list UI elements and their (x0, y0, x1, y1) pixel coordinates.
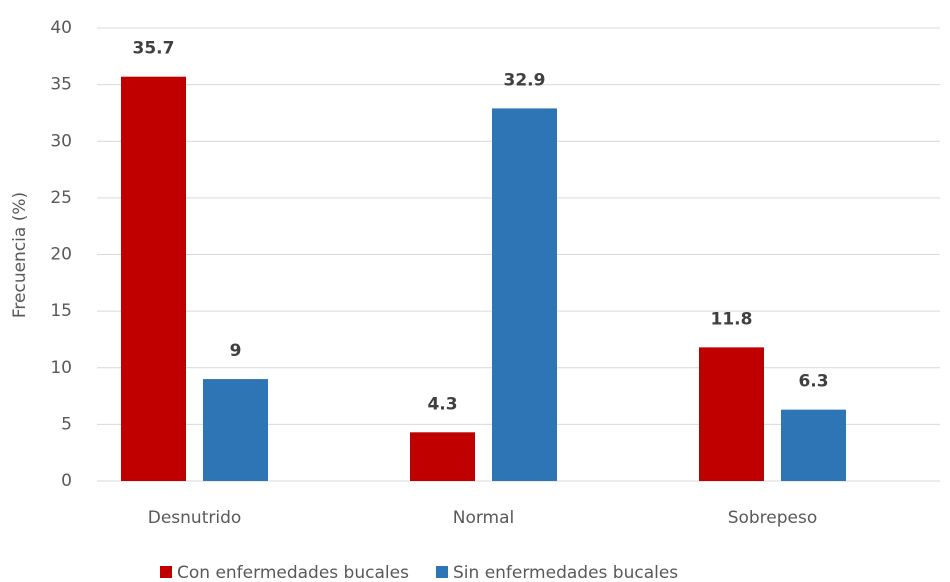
y-tick-label: 5 (61, 414, 72, 434)
legend-swatch (436, 566, 448, 578)
y-tick-label: 20 (50, 245, 72, 265)
bar (121, 76, 186, 481)
data-label: 4.3 (427, 394, 457, 414)
y-tick-label: 35 (50, 75, 72, 95)
data-label: 9 (230, 341, 242, 361)
bar (410, 432, 475, 481)
y-tick-label: 15 (50, 301, 72, 321)
y-tick-label: 0 (61, 471, 72, 491)
data-label: 35.7 (133, 39, 175, 59)
x-tick-label: Normal (453, 508, 515, 528)
data-label: 32.9 (504, 70, 546, 90)
y-tick-label: 10 (50, 358, 72, 378)
y-tick-label: 30 (50, 131, 72, 151)
bar (492, 108, 557, 481)
x-tick-label: Desnutrido (148, 508, 242, 528)
y-axis-title: Frecuencia (%) (10, 192, 30, 318)
bar (203, 379, 268, 481)
bar (781, 409, 846, 481)
legend-label: Sin enfermedades bucales (453, 563, 678, 582)
y-tick-label: 25 (50, 188, 72, 208)
legend-label: Con enfermedades bucales (177, 563, 409, 582)
bar (699, 347, 764, 481)
y-tick-label: 40 (50, 18, 72, 38)
x-tick-label: Sobrepeso (728, 508, 818, 528)
data-label: 11.8 (711, 309, 753, 329)
data-label: 6.3 (798, 372, 828, 392)
legend-swatch (160, 566, 172, 578)
